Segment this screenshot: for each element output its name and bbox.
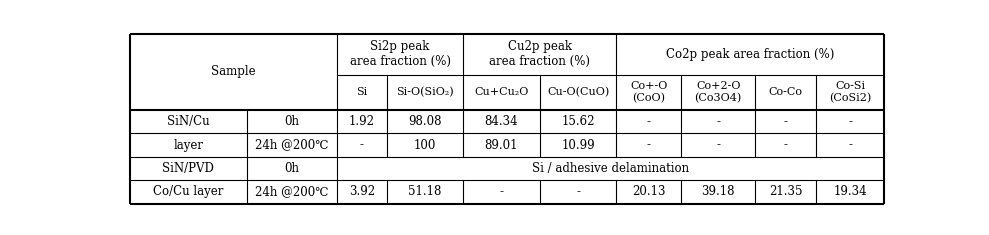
Text: Si / adhesive delamination: Si / adhesive delamination <box>532 162 689 175</box>
Text: Si-O(SiO₂): Si-O(SiO₂) <box>396 87 454 98</box>
Text: 20.13: 20.13 <box>632 185 666 199</box>
Text: Co-Si
(CoSi2): Co-Si (CoSi2) <box>829 81 871 103</box>
Text: Co2p peak area fraction (%): Co2p peak area fraction (%) <box>666 48 835 61</box>
Text: 21.35: 21.35 <box>769 185 802 199</box>
Text: 98.08: 98.08 <box>408 115 442 128</box>
Text: 15.62: 15.62 <box>562 115 594 128</box>
Text: -: - <box>716 115 720 128</box>
Text: 0h: 0h <box>285 162 300 175</box>
Text: 24h @200℃: 24h @200℃ <box>255 139 328 152</box>
Text: SiN/PVD: SiN/PVD <box>162 162 215 175</box>
Text: 51.18: 51.18 <box>408 185 441 199</box>
Text: 1.92: 1.92 <box>349 115 375 128</box>
Text: -: - <box>849 115 853 128</box>
Text: Co+-O
(CoO): Co+-O (CoO) <box>630 81 668 103</box>
Text: Co/Cu layer: Co/Cu layer <box>153 185 224 199</box>
Text: -: - <box>576 185 581 199</box>
Text: layer: layer <box>173 139 204 152</box>
Text: Si: Si <box>356 87 367 97</box>
Text: Cu2p peak
area fraction (%): Cu2p peak area fraction (%) <box>490 40 590 68</box>
Text: 84.34: 84.34 <box>485 115 518 128</box>
Text: 19.34: 19.34 <box>834 185 867 199</box>
Text: -: - <box>499 185 503 199</box>
Text: Cu+Cu₂O: Cu+Cu₂O <box>475 87 529 97</box>
Text: 3.92: 3.92 <box>349 185 375 199</box>
Text: Cu-O(CuO): Cu-O(CuO) <box>547 87 609 98</box>
Text: -: - <box>849 139 853 152</box>
Text: Co+2-O
(Co3O4): Co+2-O (Co3O4) <box>694 81 742 103</box>
Text: -: - <box>647 139 651 152</box>
Text: 89.01: 89.01 <box>485 139 518 152</box>
Text: Sample: Sample <box>211 65 256 78</box>
Text: 100: 100 <box>413 139 436 152</box>
Text: -: - <box>783 139 788 152</box>
Text: -: - <box>647 115 651 128</box>
Text: Si2p peak
area fraction (%): Si2p peak area fraction (%) <box>349 40 451 68</box>
Text: SiN/Cu: SiN/Cu <box>167 115 210 128</box>
Text: 10.99: 10.99 <box>561 139 594 152</box>
Text: -: - <box>783 115 788 128</box>
Text: Co-Co: Co-Co <box>768 87 803 97</box>
Text: 24h @200℃: 24h @200℃ <box>255 185 328 199</box>
Text: 39.18: 39.18 <box>701 185 735 199</box>
Text: -: - <box>360 139 364 152</box>
Text: 0h: 0h <box>285 115 300 128</box>
Text: -: - <box>716 139 720 152</box>
